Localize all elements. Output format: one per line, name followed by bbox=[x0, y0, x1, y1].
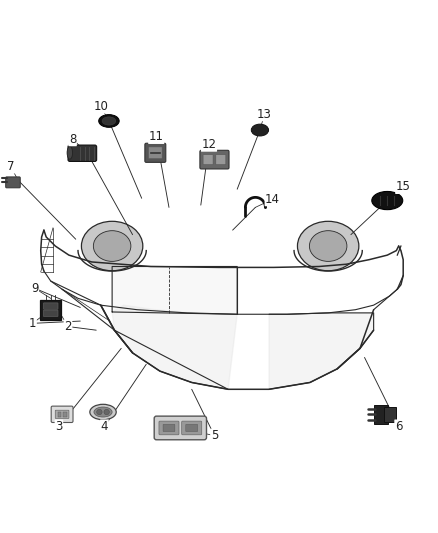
Polygon shape bbox=[269, 313, 374, 389]
Text: 11: 11 bbox=[149, 131, 164, 143]
Text: 12: 12 bbox=[201, 138, 216, 151]
Ellipse shape bbox=[372, 191, 403, 209]
FancyBboxPatch shape bbox=[159, 421, 179, 435]
FancyBboxPatch shape bbox=[182, 421, 202, 435]
FancyBboxPatch shape bbox=[384, 407, 396, 422]
FancyBboxPatch shape bbox=[145, 143, 166, 163]
FancyBboxPatch shape bbox=[374, 405, 388, 424]
Circle shape bbox=[104, 409, 110, 415]
Text: 1: 1 bbox=[29, 317, 36, 330]
Text: 2: 2 bbox=[64, 320, 72, 333]
Ellipse shape bbox=[102, 117, 116, 125]
FancyBboxPatch shape bbox=[163, 424, 175, 432]
FancyBboxPatch shape bbox=[148, 147, 162, 159]
FancyBboxPatch shape bbox=[51, 406, 73, 423]
Text: 9: 9 bbox=[31, 282, 39, 295]
Text: 13: 13 bbox=[257, 108, 272, 120]
FancyBboxPatch shape bbox=[63, 412, 67, 417]
FancyBboxPatch shape bbox=[40, 300, 61, 320]
Text: 15: 15 bbox=[396, 180, 411, 193]
Ellipse shape bbox=[67, 147, 73, 159]
FancyBboxPatch shape bbox=[200, 150, 229, 169]
Ellipse shape bbox=[251, 124, 268, 136]
FancyBboxPatch shape bbox=[6, 177, 20, 188]
FancyBboxPatch shape bbox=[216, 155, 226, 165]
FancyBboxPatch shape bbox=[43, 303, 58, 309]
Text: 6: 6 bbox=[395, 420, 403, 433]
Ellipse shape bbox=[94, 407, 112, 417]
FancyBboxPatch shape bbox=[154, 416, 206, 440]
Text: 5: 5 bbox=[211, 429, 218, 442]
Circle shape bbox=[97, 409, 102, 415]
Ellipse shape bbox=[99, 115, 119, 127]
FancyBboxPatch shape bbox=[203, 155, 213, 165]
Polygon shape bbox=[112, 266, 237, 314]
FancyBboxPatch shape bbox=[55, 410, 69, 418]
Text: 14: 14 bbox=[265, 193, 280, 206]
Ellipse shape bbox=[297, 221, 359, 271]
Text: 3: 3 bbox=[55, 420, 63, 433]
Text: 4: 4 bbox=[101, 420, 108, 433]
FancyBboxPatch shape bbox=[68, 145, 97, 161]
Ellipse shape bbox=[90, 405, 116, 420]
FancyBboxPatch shape bbox=[43, 310, 58, 317]
Ellipse shape bbox=[81, 221, 143, 271]
Text: 7: 7 bbox=[7, 160, 14, 173]
FancyBboxPatch shape bbox=[186, 424, 198, 432]
Polygon shape bbox=[112, 305, 237, 389]
Ellipse shape bbox=[93, 231, 131, 261]
Ellipse shape bbox=[309, 231, 347, 261]
FancyBboxPatch shape bbox=[57, 412, 61, 417]
Text: 10: 10 bbox=[93, 100, 108, 113]
Text: 8: 8 bbox=[69, 133, 76, 146]
